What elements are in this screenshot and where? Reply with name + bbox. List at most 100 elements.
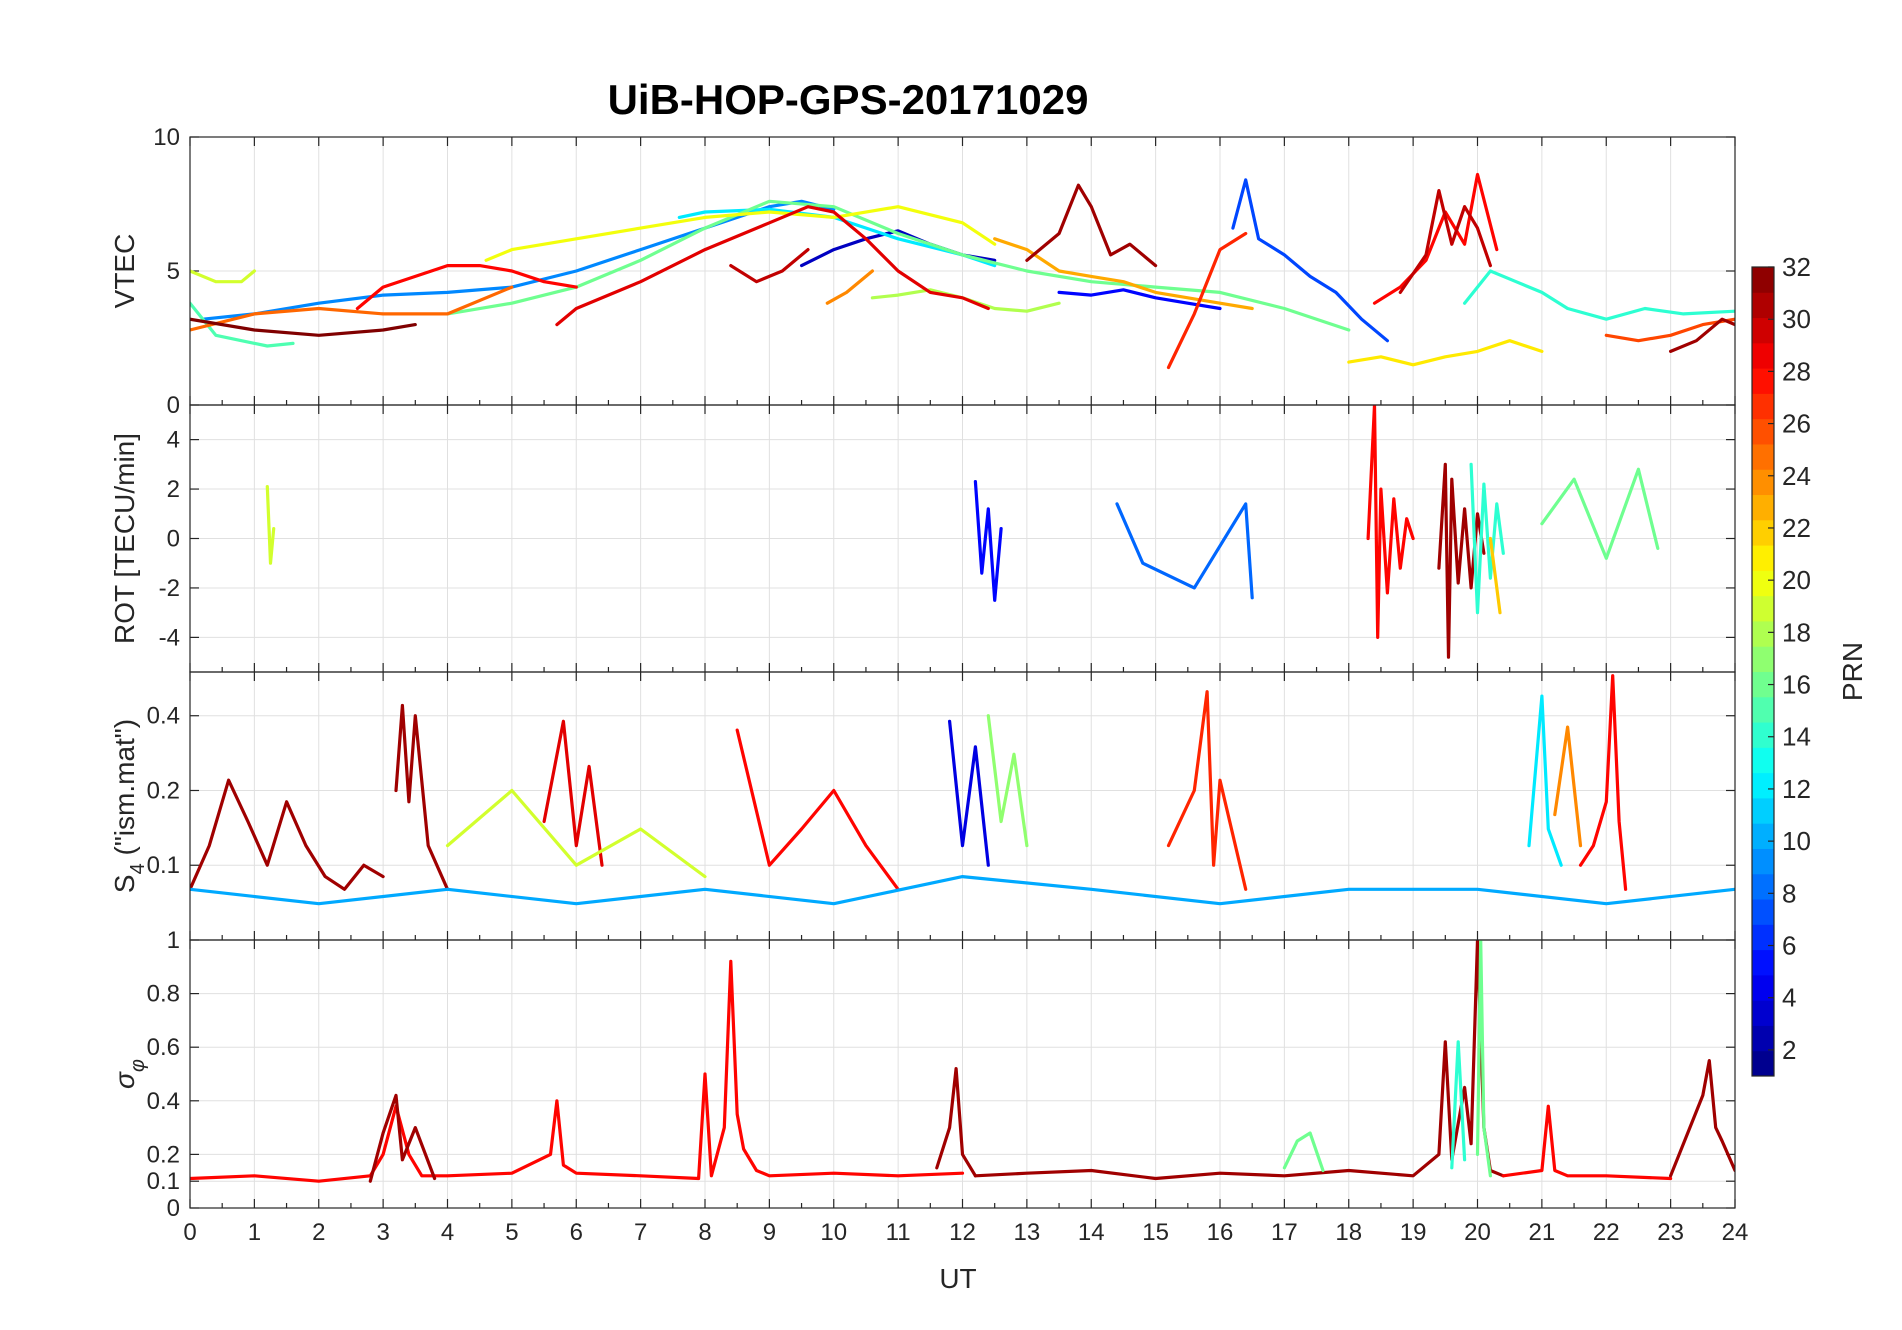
colorbar-segment: [1752, 974, 1774, 1001]
y-tick-label: 0.4: [147, 1088, 180, 1115]
x-tick-label: 21: [1529, 1219, 1556, 1246]
series-prn-4: [947, 719, 990, 867]
y-tick-label: 0: [167, 392, 180, 419]
panel-s4: 0.1 0.2 0.4S4 ("ism.mat"): [109, 671, 1736, 941]
y-tick-label: 4: [167, 427, 180, 454]
x-tick-label: 1: [248, 1219, 261, 1246]
series-prn-19: [190, 269, 256, 284]
colorbar-frame: [1751, 266, 1775, 1077]
colorbar-tick-label: 16: [1782, 670, 1811, 700]
colorbar-segment: [1752, 317, 1774, 344]
x-tick-label: 7: [634, 1219, 647, 1246]
series-prn-31: [1025, 183, 1158, 268]
series-group: [190, 172, 1735, 370]
series-prn-29: [555, 205, 990, 327]
series-prn-17: [986, 714, 1029, 848]
colorbar-segment: [1752, 722, 1774, 748]
series-prn-19: [445, 788, 707, 879]
colorbar-tick-label: 6: [1782, 931, 1796, 961]
colorbar-segment: [1752, 747, 1774, 774]
colorbar-segment: [1752, 1050, 1774, 1077]
series-prn-24: [825, 269, 875, 305]
series-prn-8: [1115, 502, 1254, 600]
series-prn-31: [394, 703, 450, 891]
x-tick-label: 11: [886, 1219, 911, 1246]
colorbar-segment: [1752, 292, 1774, 319]
colorbar-tick-label: 18: [1782, 617, 1811, 647]
colorbar-tick-label: 26: [1782, 409, 1811, 439]
series-group: [265, 405, 1660, 659]
series-prn-22: [1488, 536, 1502, 615]
y-tick-label: 0.6: [147, 1034, 180, 1061]
series-prn-14: [1462, 269, 1735, 321]
y-tick-label: 0.2: [147, 1141, 180, 1168]
colorbar-segment: [1752, 545, 1774, 571]
y-tick-label: 0.1: [147, 1168, 180, 1195]
x-tick-label: 22: [1593, 1219, 1620, 1246]
x-tick-label: 10: [820, 1219, 847, 1246]
colorbar-segment: [1752, 1000, 1774, 1026]
colorbar-segment: [1752, 418, 1774, 445]
x-axis-label: UT: [939, 1263, 976, 1294]
colorbar-tick-label: 20: [1782, 565, 1811, 595]
colorbar-segment: [1752, 772, 1774, 799]
colorbar-segment: [1752, 797, 1774, 824]
colorbar-segment: [1752, 519, 1774, 546]
colorbar-segment: [1752, 595, 1774, 622]
series-prn-26: [1604, 317, 1735, 343]
colorbar-segment: [1752, 696, 1774, 723]
series-prn-20: [484, 205, 997, 262]
series-prn-5: [1057, 288, 1222, 311]
y-axis-label: ROT [TECU/min]: [109, 433, 140, 644]
y-tick-label: 0.4: [147, 703, 180, 730]
x-tick-label: 20: [1464, 1219, 1491, 1246]
y-tick-label: 1: [167, 927, 180, 954]
series-prn-16: [1475, 940, 1493, 1178]
y-axis-label: VTEC: [109, 234, 140, 309]
y-tick-label: 0.2: [147, 777, 180, 804]
x-tick-label: 5: [505, 1219, 518, 1246]
series-prn-7: [1231, 178, 1390, 343]
panel-sigma: 00.10.2 0.4 0.6 0.8 1 σφ: [109, 927, 1736, 1222]
colorbar-segment: [1752, 671, 1774, 698]
x-tick-label: 8: [698, 1219, 711, 1246]
colorbar-tick-label: 30: [1782, 304, 1811, 334]
colorbar-tick-label: 32: [1782, 252, 1811, 282]
colorbar-tick-label: 14: [1782, 722, 1811, 752]
x-tick-label: 0: [183, 1219, 196, 1246]
colorbar-segment: [1752, 494, 1774, 521]
series-prn-28: [355, 264, 578, 311]
x-tick-label: 2: [312, 1219, 325, 1246]
series-prn-25: [190, 285, 514, 332]
colorbar-segment: [1752, 823, 1774, 849]
colorbar-segment: [1752, 873, 1774, 900]
series-prn-31: [935, 1066, 978, 1178]
series-prn-30: [729, 248, 810, 284]
panel-vtec: 0 5 10 VTEC: [109, 124, 1736, 419]
colorbar-tick-label: 2: [1782, 1035, 1796, 1065]
colorbar-segment: [1752, 267, 1774, 293]
x-tick-label: 17: [1271, 1219, 1298, 1246]
colorbar-segment: [1752, 1025, 1774, 1052]
series-prn-29: [542, 719, 604, 867]
series-prn-27: [1166, 231, 1248, 370]
x-tick-label: 23: [1657, 1219, 1684, 1246]
series-prn-31: [190, 778, 385, 891]
y-tick-label: 2: [167, 476, 180, 503]
colorbar-tick-label: 22: [1782, 513, 1811, 543]
colorbar-segment: [1752, 469, 1774, 496]
y-tick-label: -2: [159, 575, 180, 602]
y-axis-label: S4 ("ism.mat"): [109, 719, 149, 893]
colorbar-segment: [1752, 924, 1774, 951]
series-prn-5: [973, 480, 1003, 602]
x-tick-label: 15: [1142, 1219, 1169, 1246]
y-tick-label: 10: [153, 124, 180, 151]
chart-title: UiB-HOP-GPS-20171029: [608, 76, 1089, 123]
x-tick-label: 13: [1014, 1219, 1041, 1246]
series-prn-30: [1398, 189, 1493, 294]
y-axis-label: σφ: [109, 1059, 149, 1089]
colorbar-segment: [1752, 443, 1774, 470]
panel-rot: -4 -2 0 2 4 ROT [TECU/min]: [109, 404, 1736, 673]
series-prn-32: [190, 317, 417, 337]
